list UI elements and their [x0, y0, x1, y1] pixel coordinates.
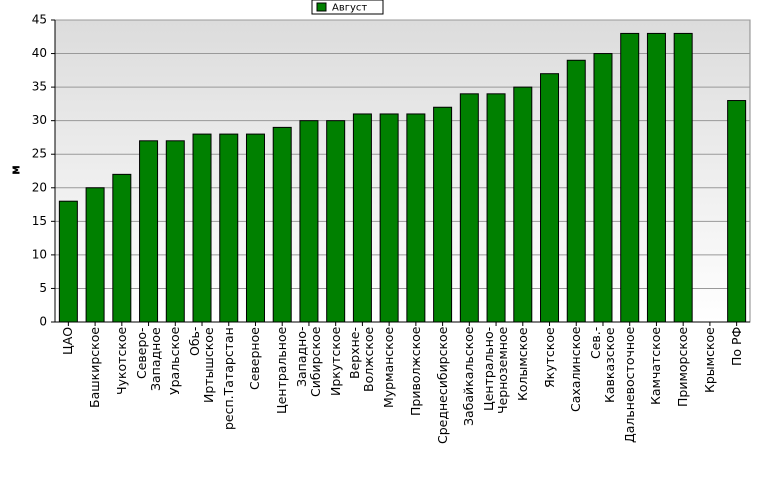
legend-label: Август [332, 3, 367, 14]
x-tick-label: Обь- Иртышское [187, 327, 217, 403]
x-tick-label: Колымское [514, 327, 530, 401]
x-tick-label: Уральское [167, 327, 183, 396]
y-tick-label: 40 [32, 46, 47, 60]
bar [646, 32, 666, 323]
y-tick-label: 20 [32, 180, 47, 194]
x-tick-label: Крымское [701, 327, 717, 393]
x-tick-label: Камчатское [648, 327, 664, 406]
bar [566, 59, 586, 323]
x-tick-label: Центрально- Черноземное [481, 327, 511, 415]
x-tick-label: Приволжское [407, 327, 423, 417]
y-tick-label: 0 [39, 315, 47, 329]
bar [192, 133, 212, 323]
x-tick-label: Дальневосточное [621, 327, 637, 444]
y-tick-label: 45 [32, 13, 47, 27]
x-tick-label: Среднесибирское [434, 327, 450, 445]
x-tick-label: Мурманское [381, 327, 397, 409]
legend-swatch [316, 2, 327, 12]
bar [433, 106, 453, 323]
x-tick-label: ЦАО [60, 327, 76, 356]
y-tick-label: 15 [32, 214, 47, 228]
bar [85, 187, 105, 323]
x-tick-label: Забайкальское [461, 327, 477, 427]
bar [245, 133, 265, 323]
legend [311, 0, 384, 15]
bar [727, 100, 747, 323]
bar [165, 140, 185, 323]
x-tick-label: Якутское [541, 327, 557, 388]
bar [459, 93, 479, 323]
x-tick-label: Приморское [675, 327, 691, 408]
y-tick-label: 30 [32, 113, 47, 127]
x-tick-label: Северо- Западное [133, 327, 163, 391]
bar [620, 32, 640, 323]
y-tick-label: 25 [32, 147, 47, 161]
y-tick-label: 35 [32, 80, 47, 94]
bar [352, 113, 372, 323]
bar [540, 73, 560, 323]
bar [379, 113, 399, 323]
bar [593, 53, 613, 323]
x-tick-label: Сев.- Кавказское [587, 327, 617, 403]
plot-area [54, 19, 751, 323]
x-tick-label: Чукотское [113, 327, 129, 396]
x-tick-label: респ.Татарстан [220, 327, 236, 430]
y-tick-label: 10 [32, 247, 47, 261]
x-tick-label: По РФ [728, 327, 744, 367]
bar [326, 120, 346, 323]
y-tick-label: 5 [39, 281, 47, 295]
bar [112, 173, 132, 323]
bar [219, 133, 239, 323]
x-tick-label: Северное [247, 327, 263, 390]
x-tick-label: Сахалинское [568, 327, 584, 413]
x-tick-label: Иркутское [327, 327, 343, 397]
x-tick-label: Центральное [274, 327, 290, 415]
bar [486, 93, 506, 323]
bar [406, 113, 426, 323]
x-tick-label: Верхне- Волжское [347, 327, 377, 393]
x-tick-label: Западно- Сибирское [293, 327, 323, 398]
y-axis-label: м [9, 165, 23, 175]
bar [272, 126, 292, 323]
bar [299, 120, 319, 323]
bar [58, 200, 78, 323]
x-tick-label: Башкирское [87, 327, 103, 409]
bar [673, 32, 693, 323]
bar [139, 140, 159, 323]
bar [513, 86, 533, 323]
